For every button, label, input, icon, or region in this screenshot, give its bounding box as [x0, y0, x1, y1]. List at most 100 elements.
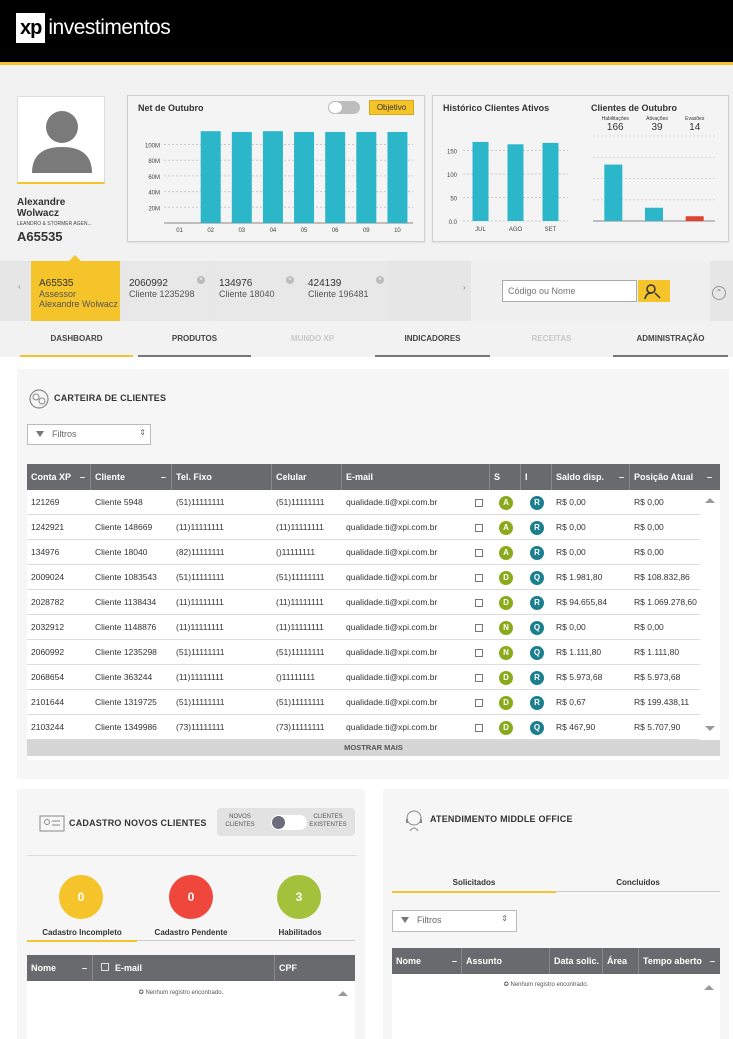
table-cell[interactable]: 121269 [31, 497, 60, 507]
col-cpf[interactable]: CPF [275, 955, 355, 981]
table-cell[interactable]: Cliente 148669 [95, 522, 153, 532]
minus-icon[interactable]: – [451, 956, 457, 966]
close-tab-icon[interactable]: × [286, 276, 294, 284]
col-email[interactable]: E-mail [93, 955, 275, 981]
copy-icon[interactable] [475, 674, 483, 682]
bar[interactable] [604, 164, 623, 221]
col-assunto[interactable]: Assunto [462, 948, 550, 974]
circle-pendente[interactable]: 0 [169, 875, 213, 919]
close-tab-icon[interactable]: × [197, 276, 205, 284]
bar[interactable] [387, 131, 408, 223]
bar[interactable] [262, 131, 283, 223]
bar[interactable] [542, 142, 559, 221]
table-row[interactable]: 2101644 Cliente 1319725 (51)11111111 (51)11… [27, 690, 700, 715]
copy-icon[interactable] [475, 574, 483, 582]
minus-icon[interactable]: – [79, 472, 85, 482]
table-row[interactable]: 2060992 Cliente 1235298 (51)11111111 (51)11… [27, 640, 700, 665]
table-cell[interactable]: 2060992 [31, 647, 65, 657]
bar[interactable] [356, 131, 377, 223]
scroll-down-icon[interactable] [705, 726, 715, 731]
bar[interactable] [231, 131, 252, 223]
search-button[interactable] [638, 280, 670, 302]
table-cell[interactable]: Cliente 363244 [95, 672, 153, 682]
table-cell[interactable]: 1242921 [31, 522, 65, 532]
search-input[interactable] [502, 280, 637, 302]
copy-icon[interactable] [475, 499, 483, 507]
bar[interactable] [645, 207, 663, 221]
atendimento-filter[interactable]: Filtros ⇕ [392, 910, 517, 932]
col-tel[interactable]: Tel. Fixo [172, 464, 272, 490]
bar[interactable] [200, 131, 221, 223]
nav-mundo-xp[interactable]: MUNDO XP [290, 334, 335, 343]
table-row[interactable]: 1242921 Cliente 148669 (11)11111111 (11)111… [27, 515, 700, 540]
table-row[interactable]: 2103244 Cliente 1349986 (73)11111111 (73)11… [27, 715, 700, 740]
objective-button[interactable]: Objetivo [369, 100, 414, 115]
table-cell[interactable]: Cliente 1235298 [95, 647, 157, 657]
table-cell[interactable]: Cliente 5948 [95, 497, 143, 507]
table-cell[interactable]: Cliente 1138434 [95, 597, 157, 607]
minus-icon[interactable]: – [160, 472, 166, 482]
tabs-next-icon[interactable]: › [463, 283, 466, 292]
col-i[interactable]: I [521, 464, 552, 490]
table-cell[interactable]: 2103244 [31, 722, 65, 732]
circle-incompleto[interactable]: 0 [59, 875, 103, 919]
table-row[interactable]: 2068654 Cliente 363244 (11)11111111 ()11111… [27, 665, 700, 690]
copy-icon[interactable] [475, 524, 483, 532]
client-tab-134976[interactable]: 134976 Cliente 18040 [211, 261, 300, 321]
show-more-button[interactable]: MOSTRAR MAIS [27, 740, 720, 756]
table-row[interactable]: 2028782 Cliente 1138434 (11)11111111 (11)11… [27, 590, 700, 615]
scroll-up-icon[interactable] [704, 985, 714, 990]
bar[interactable] [325, 131, 346, 223]
tabs-prev-icon[interactable]: ‹ [18, 282, 21, 291]
table-cell[interactable]: 2028782 [31, 597, 65, 607]
col-data[interactable]: Data solic. [550, 948, 603, 974]
col-tempo[interactable]: Tempo aberto – [639, 948, 720, 974]
tab-concluidos[interactable]: Concluídos [556, 878, 720, 892]
table-cell[interactable]: 2032912 [31, 622, 65, 632]
nav-receitas[interactable]: RECEITAS [531, 334, 572, 343]
col-celular[interactable]: Celular [272, 464, 342, 490]
scrollbar[interactable] [700, 490, 720, 740]
table-cell[interactable]: 2009024 [31, 572, 65, 582]
client-tab-active[interactable]: A65535 Assessor Alexandre Wolwacz [31, 261, 120, 321]
bar[interactable] [685, 216, 704, 221]
nav-dashboard[interactable]: DASHBOARD [20, 321, 133, 357]
table-cell[interactable]: Cliente 1349986 [95, 722, 157, 732]
bar[interactable] [294, 131, 315, 223]
table-cell[interactable]: Cliente 1148876 [95, 622, 157, 632]
col-email[interactable]: E-mail [342, 464, 490, 490]
col-area[interactable]: Área [603, 948, 639, 974]
copy-icon[interactable] [475, 724, 483, 732]
bar[interactable] [472, 141, 489, 221]
table-cell[interactable]: 2068654 [31, 672, 65, 682]
tab-habilitados[interactable]: Habilitados [245, 928, 355, 941]
objective-toggle[interactable] [328, 101, 360, 114]
table-row[interactable]: 2009024 Cliente 1083543 (51)11111111 (51)11… [27, 565, 700, 590]
table-cell[interactable]: 2101644 [31, 697, 65, 707]
col-nome[interactable]: Nome – [27, 955, 93, 981]
scroll-up-icon[interactable] [338, 991, 348, 996]
avatar[interactable] [17, 96, 105, 184]
nav-indicadores[interactable]: INDICADORES [375, 321, 490, 357]
collapse-up-icon[interactable]: ⌃ [712, 286, 726, 300]
col-s[interactable]: S [490, 464, 521, 490]
table-row[interactable]: 2032912 Cliente 1148876 (11)11111111 (11)11… [27, 615, 700, 640]
table-row[interactable]: 121269 Cliente 5948 (51)11111111 (51)111111… [27, 490, 700, 515]
col-conta[interactable]: Conta XP – [27, 464, 91, 490]
bar[interactable] [507, 144, 524, 221]
copy-icon[interactable] [475, 549, 483, 557]
clients-type-toggle[interactable]: NOVOS CLIENTES CLIENTES EXISTENTES [217, 808, 355, 836]
close-tab-icon[interactable]: × [376, 276, 384, 284]
circle-habilitados[interactable]: 3 [277, 875, 321, 919]
col-posicao[interactable]: Posição Atual – [630, 464, 720, 490]
client-tab-424139[interactable]: 424139 Cliente 196481 [300, 261, 389, 321]
tab-incompleto[interactable]: Cadastro Incompleto [27, 928, 137, 942]
table-cell[interactable]: Cliente 1083543 [95, 572, 157, 582]
table-cell[interactable]: 134976 [31, 547, 60, 557]
table-cell[interactable]: Cliente 1319725 [95, 697, 157, 707]
scroll-up-icon[interactable] [705, 498, 715, 503]
minus-icon[interactable]: – [81, 963, 87, 973]
nav-produtos[interactable]: PRODUTOS [138, 321, 251, 357]
minus-icon[interactable]: – [709, 956, 715, 966]
table-cell[interactable]: Cliente 18040 [95, 547, 148, 557]
